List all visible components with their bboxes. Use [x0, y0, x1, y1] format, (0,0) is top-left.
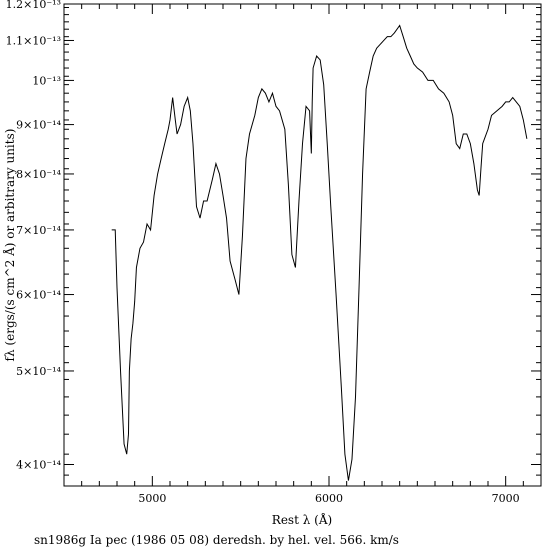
y-tick-label: 7×10⁻¹⁴: [16, 224, 61, 237]
y-tick-label: 8×10⁻¹⁴: [16, 168, 61, 181]
y-tick-label: 9×10⁻¹⁴: [16, 119, 61, 132]
y-axis-label: fλ (ergs/(s cm^2 Å) or arbitrary units): [2, 129, 17, 362]
y-tick-label: 6×10⁻¹⁴: [16, 289, 61, 302]
y-axis-ticks: 4×10⁻¹⁴ 5×10⁻¹⁴ 6×10⁻¹⁴ 7×10⁻¹⁴ 8×10⁻¹⁴ 9×10⁻…: [6, 0, 541, 476]
x-tick-label: 6000: [315, 492, 343, 505]
spectrum-series-line: [111, 24, 528, 481]
chart-caption: sn1986g Ia pec (1986 05 08) deredsh. by …: [34, 533, 399, 547]
plot-frame: [63, 3, 542, 487]
y-tick-label: 10⁻¹³: [32, 74, 61, 87]
x-axis-label: Rest λ (Å): [272, 512, 332, 527]
y-tick-label: 5×10⁻¹⁴: [16, 365, 61, 378]
y-tick-label: 1.1×10⁻¹³: [6, 34, 61, 47]
y-tick-label: 4×10⁻¹⁴: [16, 458, 61, 471]
x-tick-label: 5000: [138, 492, 166, 505]
y-tick-label: 1.2×10⁻¹³: [6, 0, 61, 11]
x-axis-ticks: 5000 6000 7000: [81, 4, 524, 505]
x-tick-label: 7000: [492, 492, 520, 505]
